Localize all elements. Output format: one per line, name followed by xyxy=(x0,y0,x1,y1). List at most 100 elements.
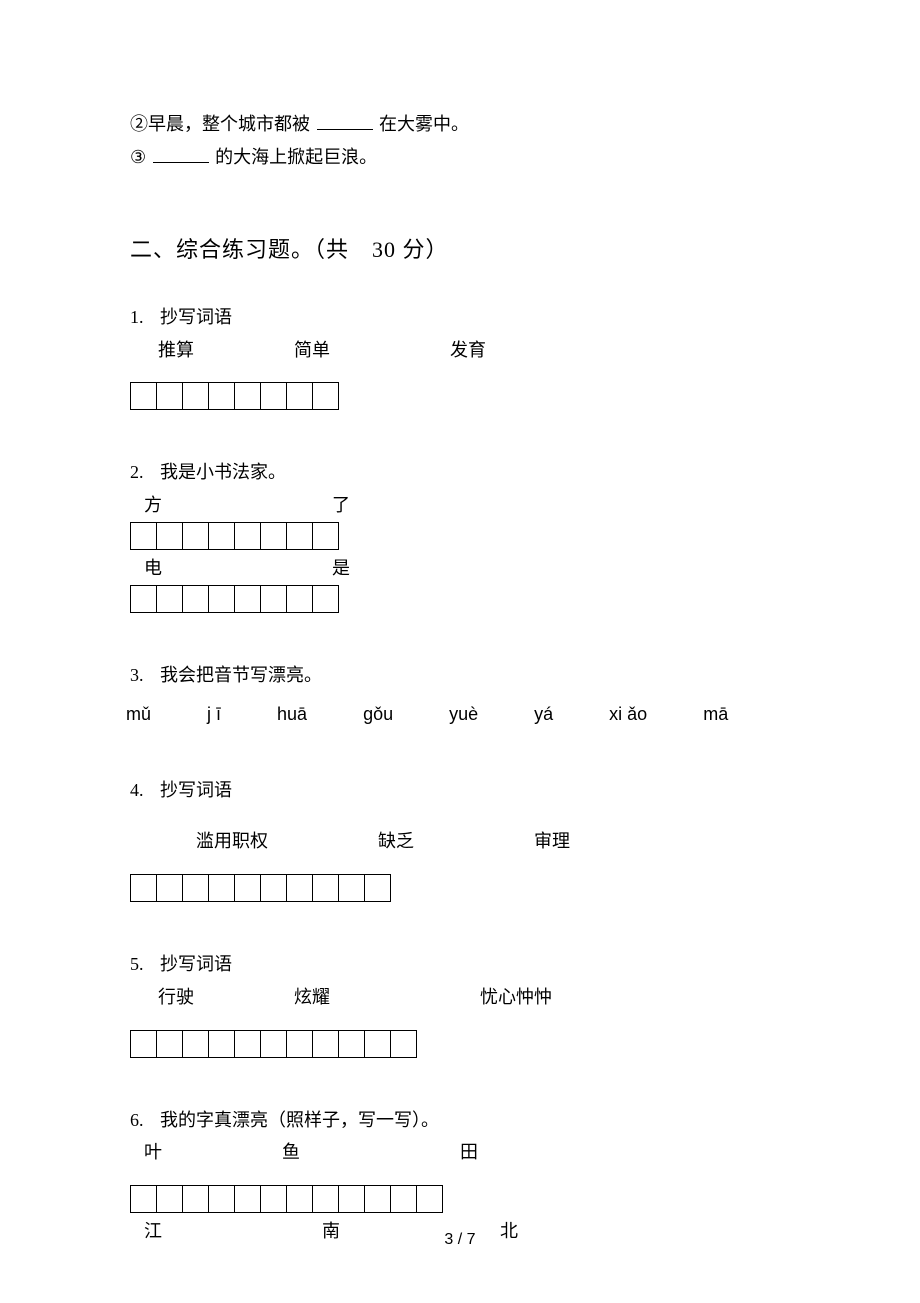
page-number: 3 / 7 xyxy=(0,1227,920,1253)
write-box[interactable] xyxy=(235,383,261,409)
label-char: 忧心忡忡 xyxy=(480,983,552,1012)
write-box[interactable] xyxy=(313,523,339,549)
pinyin-item: j ī xyxy=(207,700,221,729)
write-box[interactable] xyxy=(209,875,235,901)
write-box[interactable] xyxy=(287,875,313,901)
write-box[interactable] xyxy=(235,875,261,901)
write-box[interactable] xyxy=(287,586,313,612)
pinyin-item: gǒu xyxy=(363,700,393,729)
q6-row1-boxes[interactable] xyxy=(130,1185,443,1213)
write-box[interactable] xyxy=(261,875,287,901)
label-char: 电 xyxy=(144,554,162,583)
q6-row1-labels: 叶鱼田 xyxy=(130,1138,790,1167)
write-box[interactable] xyxy=(365,1186,391,1212)
intro-2-prefix: ②早晨，整个城市都被 xyxy=(130,114,310,134)
q1-words: 推算简单发育 xyxy=(158,336,790,365)
write-box[interactable] xyxy=(287,1186,313,1212)
q5-boxes[interactable] xyxy=(130,1030,417,1058)
question-2: 2. 我是小书法家。 方 了 电是 xyxy=(130,458,790,612)
write-box[interactable] xyxy=(131,586,157,612)
write-box[interactable] xyxy=(131,875,157,901)
blank-field[interactable] xyxy=(153,145,209,163)
q1-boxes[interactable] xyxy=(130,382,339,410)
write-box[interactable] xyxy=(261,383,287,409)
write-box[interactable] xyxy=(287,383,313,409)
write-box[interactable] xyxy=(183,586,209,612)
write-box[interactable] xyxy=(287,1031,313,1057)
write-box[interactable] xyxy=(261,1031,287,1057)
write-box[interactable] xyxy=(261,523,287,549)
write-box[interactable] xyxy=(157,383,183,409)
q2-row2-boxes[interactable] xyxy=(130,585,339,613)
q4-number: 4. xyxy=(130,780,144,800)
write-box[interactable] xyxy=(391,1186,417,1212)
q1-number: 1. xyxy=(130,307,144,327)
q2-number: 2. xyxy=(130,462,144,482)
q4-boxes[interactable] xyxy=(130,874,391,902)
write-box[interactable] xyxy=(209,383,235,409)
write-box[interactable] xyxy=(209,1031,235,1057)
label-char: 了 xyxy=(332,491,350,520)
write-box[interactable] xyxy=(157,1031,183,1057)
label-char: 方 xyxy=(144,491,162,520)
intro-line-2: ②早晨，整个城市都被 在大雾中。 xyxy=(130,110,790,139)
label-char: 行驶 xyxy=(158,983,194,1012)
pinyin-item: xi ǎo xyxy=(609,700,647,729)
write-box[interactable] xyxy=(287,523,313,549)
q5-number: 5. xyxy=(130,954,144,974)
q4-title: 抄写词语 xyxy=(160,780,232,800)
q2-row1-boxes[interactable] xyxy=(130,522,339,550)
write-box[interactable] xyxy=(313,875,339,901)
pinyin-item: yá xyxy=(534,700,553,729)
write-box[interactable] xyxy=(235,586,261,612)
question-1: 1. 抄写词语 推算简单发育 xyxy=(130,303,790,411)
write-box[interactable] xyxy=(209,523,235,549)
write-box[interactable] xyxy=(183,523,209,549)
q2-title: 我是小书法家。 xyxy=(160,462,286,482)
label-char: 滥用职权 xyxy=(196,827,268,856)
label-char: 推算 xyxy=(158,336,194,365)
write-box[interactable] xyxy=(131,383,157,409)
write-box[interactable] xyxy=(391,1031,417,1057)
write-box[interactable] xyxy=(339,1186,365,1212)
write-box[interactable] xyxy=(235,523,261,549)
write-box[interactable] xyxy=(339,1031,365,1057)
write-box[interactable] xyxy=(131,1031,157,1057)
blank-field[interactable] xyxy=(317,112,373,130)
q3-number: 3. xyxy=(130,665,144,685)
label-char: 审理 xyxy=(534,827,570,856)
intro-3-suffix: 的大海上掀起巨浪。 xyxy=(215,147,377,167)
q2-row2-labels: 电是 xyxy=(130,554,790,583)
pinyin-item: huā xyxy=(277,700,307,729)
write-box[interactable] xyxy=(183,1186,209,1212)
write-box[interactable] xyxy=(209,1186,235,1212)
write-box[interactable] xyxy=(209,586,235,612)
write-box[interactable] xyxy=(365,875,391,901)
write-box[interactable] xyxy=(261,586,287,612)
write-box[interactable] xyxy=(131,1186,157,1212)
write-box[interactable] xyxy=(183,383,209,409)
pinyin-item: mǔ xyxy=(126,700,151,729)
write-box[interactable] xyxy=(131,523,157,549)
write-box[interactable] xyxy=(157,523,183,549)
write-box[interactable] xyxy=(157,1186,183,1212)
write-box[interactable] xyxy=(339,875,365,901)
write-box[interactable] xyxy=(313,383,339,409)
q3-title: 我会把音节写漂亮。 xyxy=(160,665,322,685)
write-box[interactable] xyxy=(157,586,183,612)
write-box[interactable] xyxy=(261,1186,287,1212)
write-box[interactable] xyxy=(235,1186,261,1212)
write-box[interactable] xyxy=(183,1031,209,1057)
write-box[interactable] xyxy=(417,1186,443,1212)
label-char: 田 xyxy=(460,1138,478,1167)
write-box[interactable] xyxy=(235,1031,261,1057)
q1-title: 抄写词语 xyxy=(160,307,232,327)
write-box[interactable] xyxy=(157,875,183,901)
write-box[interactable] xyxy=(313,586,339,612)
write-box[interactable] xyxy=(313,1186,339,1212)
write-box[interactable] xyxy=(313,1031,339,1057)
section-2-header: 二、综合练习题。（共 30 分） xyxy=(130,232,790,267)
write-box[interactable] xyxy=(365,1031,391,1057)
write-box[interactable] xyxy=(183,875,209,901)
label-char: 简单 xyxy=(294,336,330,365)
